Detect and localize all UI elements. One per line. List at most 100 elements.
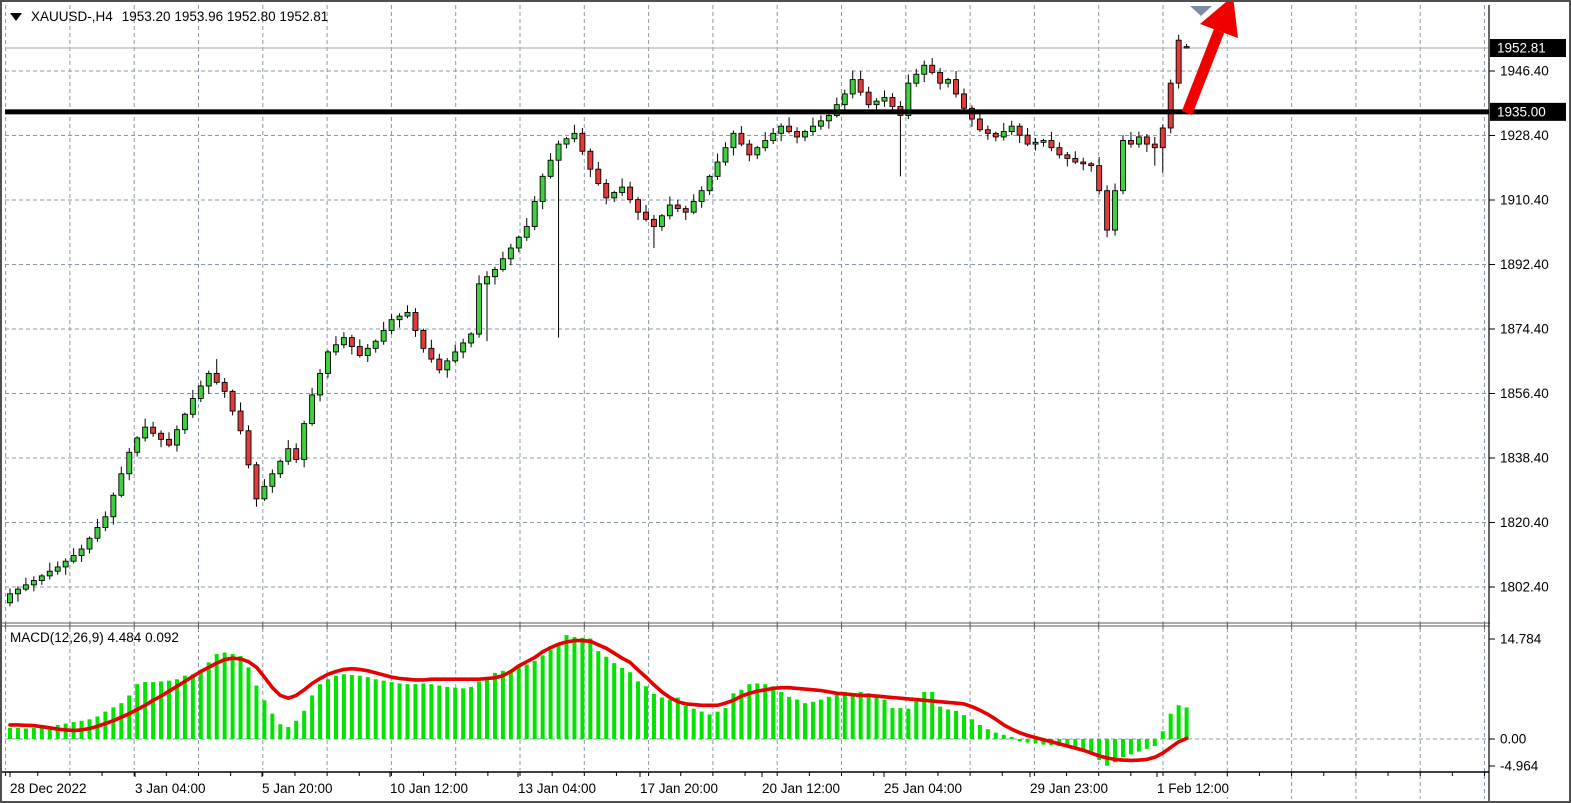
macd-histogram-bar bbox=[349, 675, 354, 739]
macd-histogram-bar bbox=[310, 695, 315, 739]
time-label-bg bbox=[760, 777, 870, 797]
candle-bullish bbox=[730, 132, 737, 149]
time-axis-label[interactable]: 13 Jan 04:00 bbox=[518, 781, 596, 796]
candle-bullish bbox=[102, 516, 109, 528]
macd-histogram-bar bbox=[246, 667, 251, 739]
candle-bearish bbox=[237, 410, 244, 432]
time-axis-label[interactable]: 3 Jan 04:00 bbox=[135, 781, 206, 796]
candle-bearish bbox=[348, 337, 355, 348]
candle-bearish bbox=[412, 312, 419, 331]
candle-bullish bbox=[285, 448, 292, 462]
macd-histogram-bar bbox=[540, 655, 545, 739]
macd-histogram-bar bbox=[262, 700, 267, 739]
macd-histogram-bar bbox=[278, 724, 283, 739]
candle-bearish bbox=[428, 347, 435, 360]
price-axis-label: 1874.40 bbox=[1500, 321, 1549, 336]
candle-bullish bbox=[722, 147, 729, 163]
symbol-dropdown-icon[interactable] bbox=[10, 12, 22, 21]
macd-histogram-bar bbox=[198, 670, 203, 739]
candle-bullish bbox=[841, 93, 848, 106]
price-axis-panel[interactable] bbox=[1490, 2, 1571, 803]
macd-histogram-bar bbox=[890, 708, 895, 739]
macd-histogram-bar bbox=[739, 689, 744, 739]
macd-histogram-bar bbox=[357, 675, 362, 739]
candle-bullish bbox=[523, 226, 530, 238]
time-axis-label[interactable]: 1 Feb 12:00 bbox=[1157, 781, 1229, 796]
candle-bearish bbox=[929, 64, 936, 73]
time-axis-label[interactable]: 10 Jan 12:00 bbox=[390, 781, 468, 796]
macd-histogram-bar bbox=[572, 637, 577, 739]
candle-bullish bbox=[476, 283, 482, 335]
macd-histogram-bar bbox=[143, 682, 148, 739]
macd-histogram-bar bbox=[707, 714, 712, 739]
candle-bullish bbox=[30, 580, 37, 586]
candle-bullish bbox=[468, 333, 475, 344]
macd-histogram-bar bbox=[111, 707, 116, 739]
macd-histogram-bar bbox=[906, 708, 911, 739]
macd-histogram-bar bbox=[564, 635, 569, 739]
candle-bearish bbox=[420, 329, 427, 349]
candle-bullish bbox=[913, 73, 920, 84]
candle-bearish bbox=[682, 208, 689, 213]
macd-histogram-bar bbox=[683, 705, 688, 739]
support-level-line[interactable] bbox=[5, 109, 1489, 115]
up-arrow-shaft[interactable] bbox=[1181, 29, 1225, 115]
candle-bearish bbox=[253, 464, 260, 500]
macd-histogram-bar bbox=[461, 688, 466, 739]
macd-histogram-bar bbox=[1097, 739, 1102, 761]
up-arrow-head-icon[interactable] bbox=[1200, 2, 1238, 38]
candle-bullish bbox=[802, 131, 808, 138]
price-axis-label: 1856.40 bbox=[1500, 386, 1549, 401]
macd-axis-label: 14.784 bbox=[1500, 632, 1542, 647]
time-label-bg bbox=[638, 777, 748, 797]
macd-histogram-bar bbox=[1184, 707, 1189, 739]
macd-histogram-bar bbox=[397, 683, 402, 739]
macd-axis-label: -4.964 bbox=[1500, 759, 1539, 774]
candle-bullish bbox=[380, 329, 387, 342]
macd-histogram-bar bbox=[302, 710, 307, 739]
candle-bullish bbox=[499, 258, 506, 270]
candle-bearish bbox=[587, 150, 594, 170]
macd-histogram-bar bbox=[1105, 739, 1110, 766]
time-label-bg bbox=[882, 777, 992, 797]
candle-bearish bbox=[293, 448, 300, 460]
current-price-badge: 1952.81 bbox=[1497, 41, 1546, 56]
candle-bullish bbox=[770, 132, 777, 141]
macd-histogram-bar bbox=[1160, 731, 1165, 739]
candle-bearish bbox=[221, 381, 228, 392]
candle-bullish bbox=[1000, 131, 1007, 138]
time-axis-label[interactable]: 17 Jan 20:00 bbox=[640, 781, 718, 796]
candle-bullish bbox=[388, 319, 395, 331]
candle-bullish bbox=[54, 566, 61, 572]
macd-histogram-bar bbox=[731, 693, 736, 739]
candle-bearish bbox=[992, 132, 999, 138]
candle-bearish bbox=[961, 93, 967, 109]
candle-bullish bbox=[1040, 140, 1047, 143]
candle-bearish bbox=[635, 199, 641, 213]
time-axis-label[interactable]: 20 Jan 12:00 bbox=[762, 781, 840, 796]
macd-histogram-bar bbox=[1113, 739, 1118, 763]
time-axis-label[interactable]: 29 Jan 23:00 bbox=[1030, 781, 1108, 796]
chart-shift-marker-icon[interactable] bbox=[1190, 6, 1212, 16]
time-label-bg bbox=[8, 777, 118, 797]
candle-bullish bbox=[515, 236, 522, 249]
time-axis-label[interactable]: 28 Dec 2022 bbox=[10, 781, 87, 796]
time-axis-label[interactable]: 5 Jan 20:00 bbox=[262, 781, 333, 796]
macd-histogram-bar bbox=[771, 686, 776, 739]
candle-bullish bbox=[22, 584, 29, 590]
macd-histogram-bar bbox=[588, 638, 593, 739]
candle-bullish bbox=[945, 79, 952, 84]
candle-bullish bbox=[333, 344, 339, 353]
candle-bullish bbox=[277, 460, 284, 475]
candle-bearish bbox=[953, 79, 959, 95]
candle-bearish bbox=[595, 168, 602, 184]
macd-histogram-bar bbox=[962, 715, 966, 739]
candle-bullish bbox=[563, 138, 570, 145]
candle-bearish bbox=[786, 125, 793, 133]
time-axis-label[interactable]: 25 Jan 04:00 bbox=[884, 781, 962, 796]
candle-bearish bbox=[1104, 190, 1111, 231]
macd-histogram-bar bbox=[389, 682, 394, 739]
current-price-badge-bg bbox=[1490, 39, 1566, 58]
macd-histogram-bar bbox=[1065, 739, 1070, 748]
